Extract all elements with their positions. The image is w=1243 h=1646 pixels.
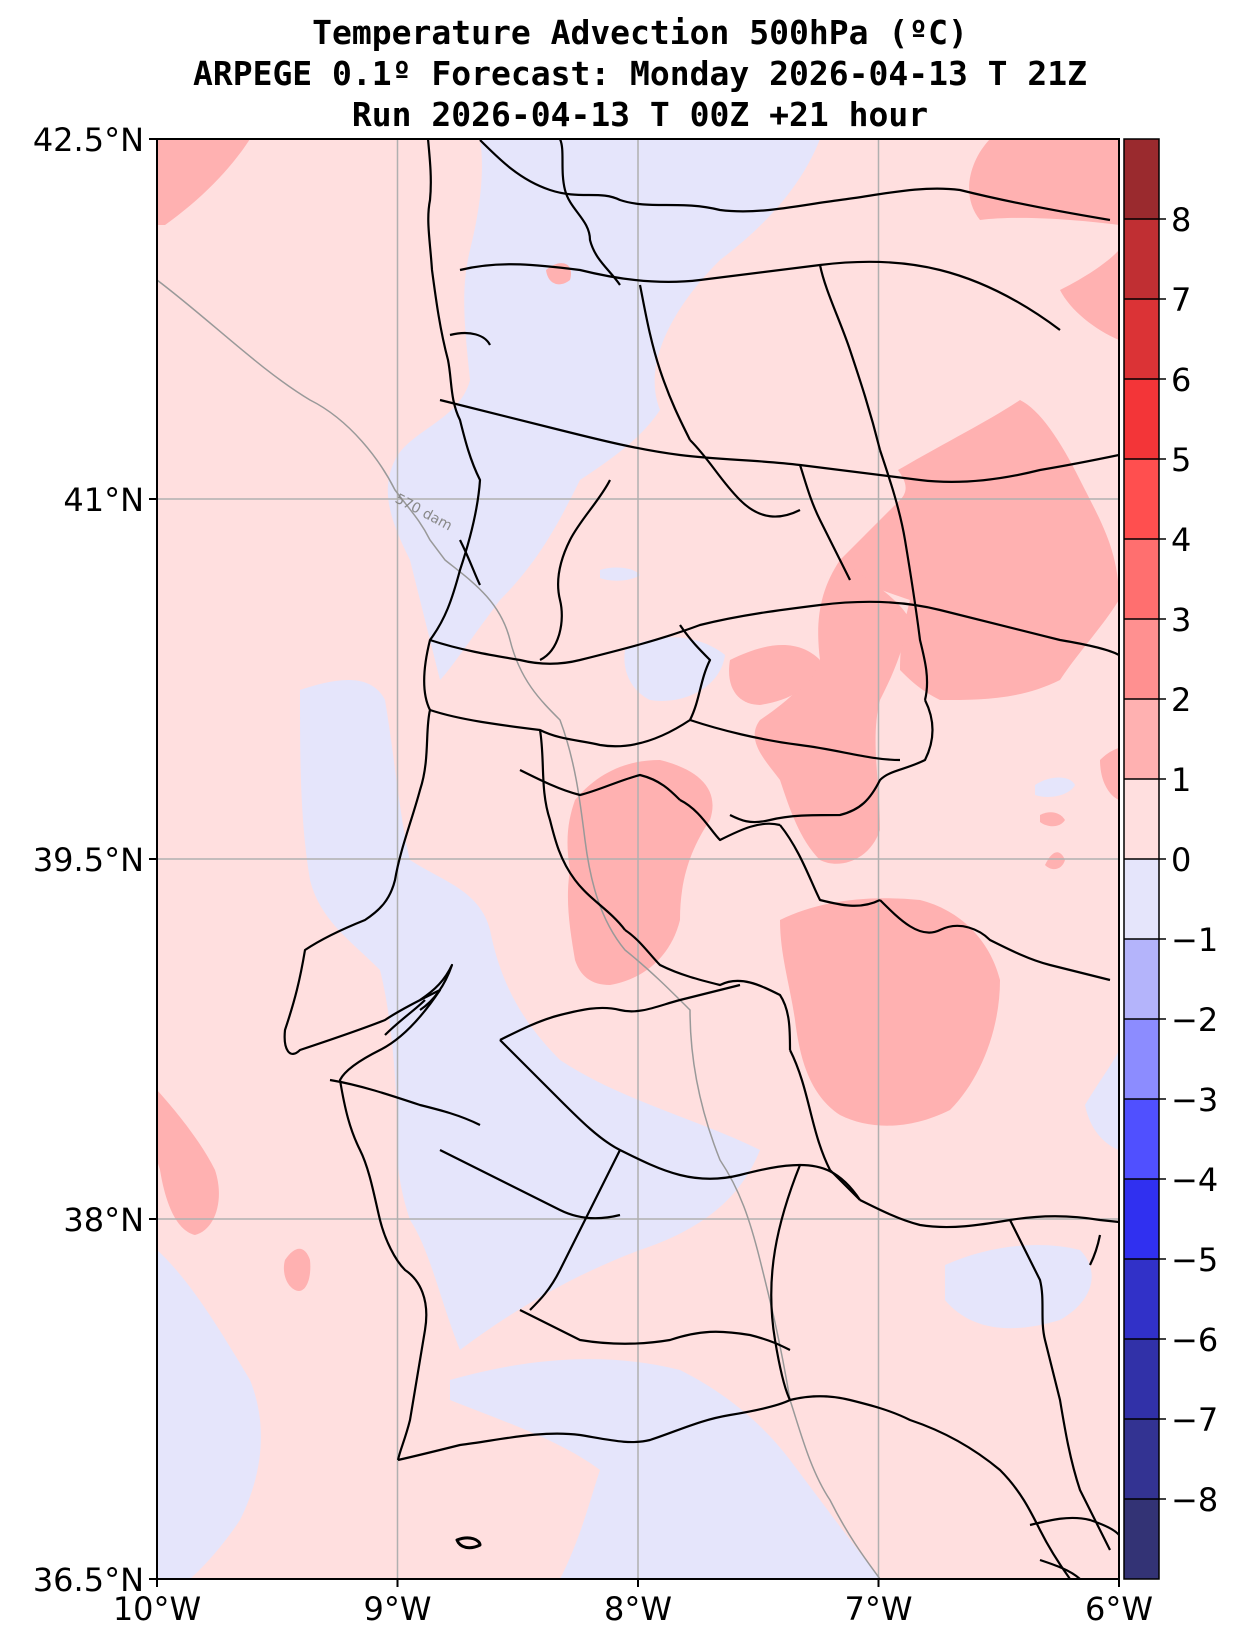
colorbar-tick-label: −6 — [1171, 1321, 1218, 1359]
colorbar-tick-label: −8 — [1171, 1481, 1218, 1519]
colorbar-segment — [1124, 379, 1159, 460]
colorbar-segment — [1124, 699, 1159, 780]
colorbar-segment — [1124, 459, 1159, 540]
y-tick-label: 38°N — [63, 1201, 144, 1239]
colorbar-segment — [1124, 1259, 1159, 1340]
colorbar-segment — [1124, 219, 1159, 300]
colorbar-segment — [1124, 1339, 1159, 1420]
colorbar-tick-label: −5 — [1171, 1241, 1218, 1279]
colorbar-segment — [1124, 139, 1159, 220]
advection-field-1-2 — [157, 139, 1119, 1291]
geopotential-contour-line — [157, 279, 881, 1579]
map-title-line-3: Run 2026-04-13 T 00Z +21 hour — [352, 95, 928, 134]
y-tick-label: 36.5°N — [33, 1561, 144, 1599]
colorbar-tick-label: 7 — [1171, 281, 1191, 319]
map-title-line-2: ARPEGE 0.1º Forecast: Monday 2026-04-13 … — [193, 54, 1087, 93]
colorbar-tick-label: 0 — [1171, 841, 1191, 879]
colorbar-tick-label: −7 — [1171, 1401, 1218, 1439]
graticule-lines — [157, 139, 1119, 1579]
x-axis-labels: 10°W 9°W 8°W 7°W 6°W — [113, 1590, 1153, 1628]
colorbar-tick-label: −3 — [1171, 1081, 1218, 1119]
x-tick-label: 8°W — [604, 1590, 672, 1628]
x-tick-label: 7°W — [845, 1590, 913, 1628]
colorbar-segment — [1124, 1419, 1159, 1500]
colorbar-tick-label: 6 — [1171, 361, 1191, 399]
colorbar-segment — [1124, 1019, 1159, 1100]
colorbar-tick-label: 3 — [1171, 601, 1191, 639]
colorbar-segment — [1124, 539, 1159, 620]
colorbar-segment — [1124, 779, 1159, 860]
colorbar-segment — [1124, 939, 1159, 1020]
colorbar-segment — [1124, 859, 1159, 940]
y-tick-label: 41°N — [63, 481, 144, 519]
map-title-line-1: Temperature Advection 500hPa (ºC) — [312, 13, 968, 52]
map-area[interactable]: 570 dam — [157, 139, 1119, 1579]
colorbar-tick-label: −1 — [1171, 921, 1218, 959]
x-tick-label: 10°W — [113, 1590, 201, 1628]
colorbar-tick-label: −4 — [1171, 1161, 1218, 1199]
colorbar-segment — [1124, 299, 1159, 380]
colorbar-segment — [1124, 1499, 1159, 1580]
coastline-and-borders — [283, 139, 1119, 1579]
colorbar-tick-label: 1 — [1171, 761, 1191, 799]
axis-tick-marks — [149, 138, 1120, 1587]
colorbar-segment — [1124, 1099, 1159, 1180]
colorbar-segment — [1124, 1179, 1159, 1260]
colorbar: 8 7 6 5 4 3 2 1 0 −1 −2 −3 −4 −5 −6 −7 −8 — [1123, 138, 1218, 1580]
y-tick-label: 39.5°N — [33, 841, 144, 879]
advection-field-negative — [157, 139, 1119, 1579]
x-tick-label: 9°W — [364, 1590, 432, 1628]
colorbar-tick-label: 5 — [1171, 441, 1191, 479]
colorbar-segment — [1124, 619, 1159, 700]
colorbar-tick-label: 2 — [1171, 681, 1191, 719]
y-tick-label: 42.5°N — [33, 121, 144, 159]
x-tick-label: 6°W — [1085, 1590, 1153, 1628]
colorbar-tick-label: 4 — [1171, 521, 1191, 559]
colorbar-tick-label: −2 — [1171, 1001, 1218, 1039]
y-axis-labels: 42.5°N 41°N 39.5°N 38°N 36.5°N — [33, 121, 144, 1599]
colorbar-tick-label: 8 — [1171, 201, 1191, 239]
